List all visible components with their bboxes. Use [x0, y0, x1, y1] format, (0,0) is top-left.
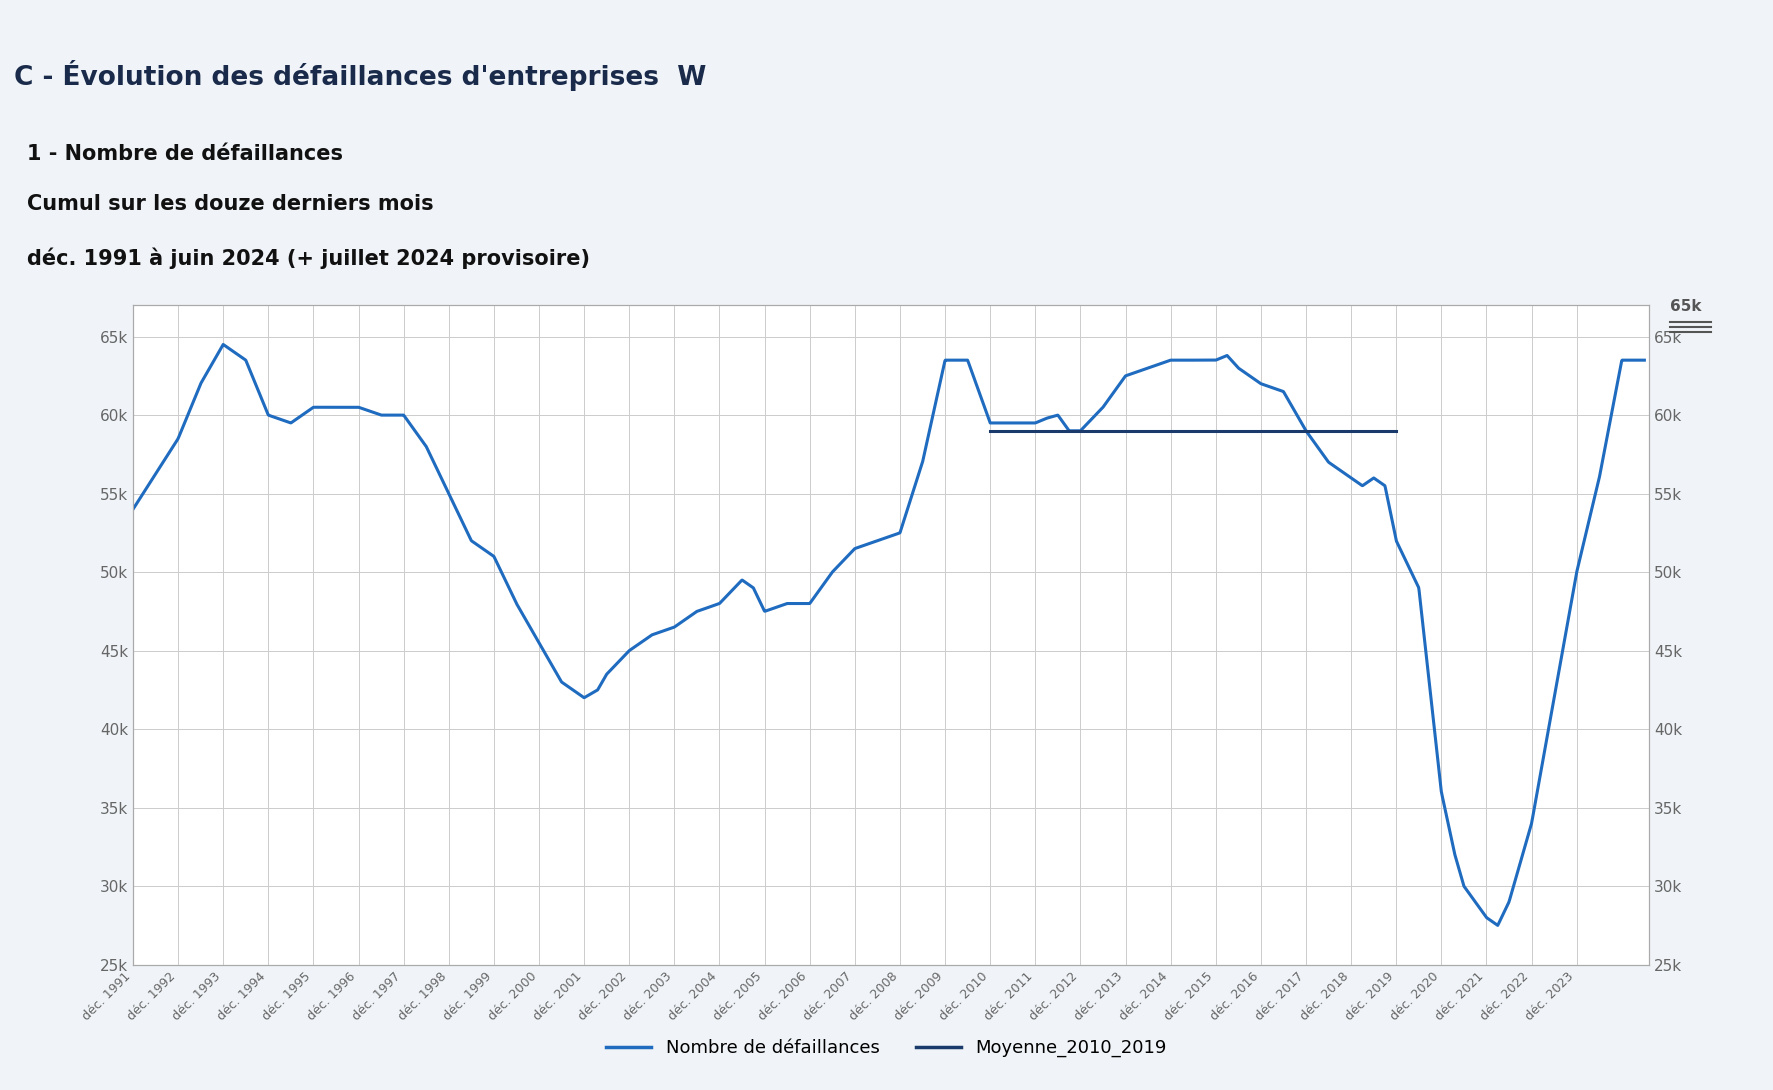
- Text: 65k: 65k: [1670, 299, 1702, 314]
- Text: C - Évolution des défaillances d'entreprises  W: C - Évolution des défaillances d'entrepr…: [14, 60, 707, 90]
- Text: déc. 1991 à juin 2024 (+ juillet 2024 provisoire): déc. 1991 à juin 2024 (+ juillet 2024 pr…: [27, 247, 590, 269]
- Text: 1 - Nombre de défaillances: 1 - Nombre de défaillances: [27, 144, 342, 163]
- Legend: Nombre de défaillances, Moyenne_2010_2019: Nombre de défaillances, Moyenne_2010_201…: [599, 1032, 1174, 1065]
- Text: Cumul sur les douze derniers mois: Cumul sur les douze derniers mois: [27, 194, 433, 215]
